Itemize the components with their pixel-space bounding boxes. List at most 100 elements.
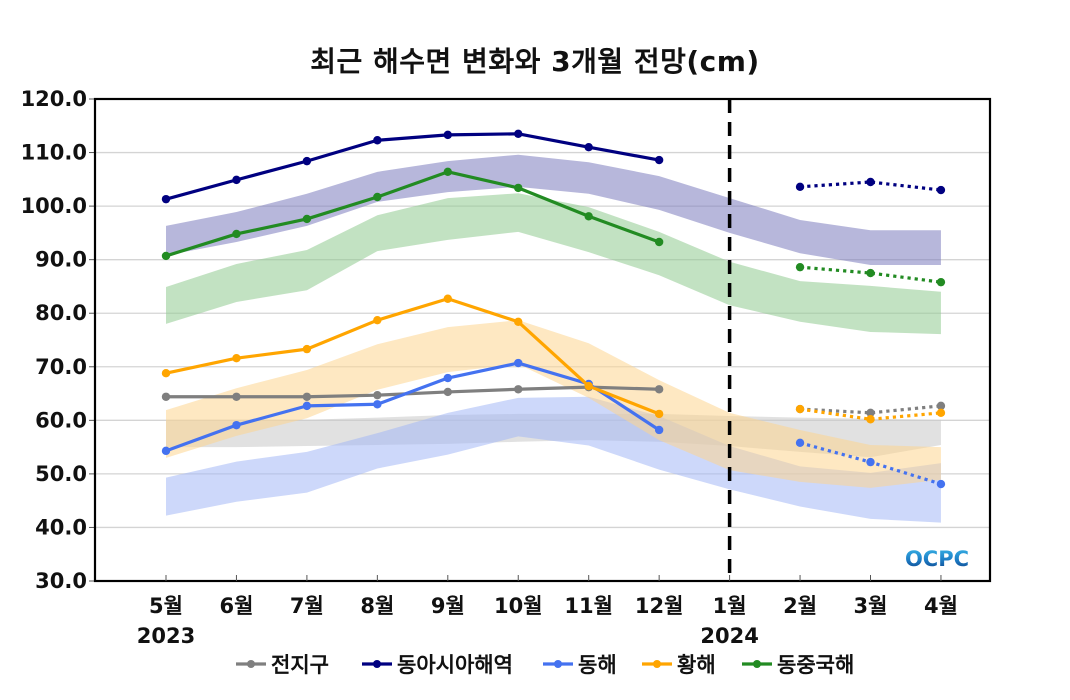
x-tick-label: 1월 bbox=[713, 594, 747, 618]
point-forecast-전지구 bbox=[866, 408, 875, 418]
band-동해 bbox=[166, 396, 941, 523]
point-observed-전지구 bbox=[514, 385, 523, 394]
point-observed-동해 bbox=[302, 401, 312, 411]
point-observed-전지구 bbox=[232, 392, 241, 401]
x-year-label: 2024 bbox=[700, 624, 758, 648]
point-observed-동해 bbox=[654, 425, 664, 435]
point-observed-전지구 bbox=[302, 392, 312, 401]
line-forecast-전지구 bbox=[799, 404, 942, 415]
legend-marker-icon bbox=[753, 660, 761, 668]
y-tick-label: 50.0 bbox=[35, 462, 87, 486]
point-forecast-전지구 bbox=[936, 401, 946, 411]
point-forecast-황해 bbox=[936, 408, 946, 418]
point-observed-동중국해 bbox=[232, 229, 241, 239]
y-tick-label: 90.0 bbox=[35, 248, 87, 272]
point-observed-전지구 bbox=[654, 385, 664, 394]
series-lines bbox=[161, 129, 946, 489]
band-동아시아해역 bbox=[166, 154, 941, 266]
x-tick-label: 8월 bbox=[360, 594, 394, 618]
point-observed-황해 bbox=[443, 294, 452, 303]
point-forecast-동아시아해역 bbox=[936, 185, 946, 195]
point-forecast-황해 bbox=[795, 404, 805, 414]
point-forecast-동중국해 bbox=[936, 277, 946, 287]
point-observed-동중국해 bbox=[654, 237, 664, 247]
band-황해 bbox=[166, 320, 941, 488]
point-forecast-동해 bbox=[936, 479, 946, 489]
ocpc-logo-text: OCPC bbox=[905, 547, 969, 571]
line-observed-동아시아해역 bbox=[165, 132, 660, 201]
legend-label: 동아시아해역 bbox=[397, 653, 513, 677]
point-forecast-황해 bbox=[866, 415, 875, 424]
line-forecast-황해 bbox=[799, 407, 942, 421]
point-observed-동아시아해역 bbox=[514, 129, 523, 139]
y-tick-label: 100.0 bbox=[21, 194, 87, 218]
point-observed-황해 bbox=[584, 381, 593, 391]
point-observed-동아시아해역 bbox=[161, 194, 171, 204]
axes: 30.0 40.0 50.0 60.0 70.0 80.0 90.0 100.0 110.0 12… bbox=[21, 87, 992, 648]
point-forecast-동중국해 bbox=[795, 262, 805, 272]
point-observed-동해 bbox=[373, 400, 382, 409]
point-observed-동아시아해역 bbox=[232, 175, 241, 185]
line-observed-동중국해 bbox=[165, 170, 660, 258]
point-observed-동아시아해역 bbox=[302, 156, 312, 166]
point-observed-황해 bbox=[514, 317, 523, 326]
x-tick-label: 10월 bbox=[494, 594, 543, 618]
point-observed-동중국해 bbox=[161, 251, 171, 261]
point-observed-동중국해 bbox=[302, 214, 312, 224]
x-tick-label: 7월 bbox=[290, 594, 324, 618]
point-observed-동해 bbox=[232, 420, 241, 430]
point-observed-동중국해 bbox=[584, 212, 593, 221]
x-tick-label: 5월 bbox=[149, 594, 183, 618]
legend-label: 황해 bbox=[677, 653, 716, 677]
point-observed-황해 bbox=[232, 354, 241, 363]
band-동중국해 bbox=[166, 193, 941, 335]
legend-item: 전지구 bbox=[236, 653, 329, 677]
point-forecast-동해 bbox=[866, 457, 875, 467]
y-tick-label: 120.0 bbox=[21, 87, 87, 111]
x-tick-label: 3월 bbox=[854, 594, 888, 618]
point-forecast-동해 bbox=[795, 438, 805, 448]
point-observed-전지구 bbox=[373, 390, 382, 400]
x-tick-label: 4월 bbox=[924, 594, 958, 618]
line-observed-전지구 bbox=[166, 385, 660, 399]
point-observed-동아시아해역 bbox=[584, 143, 593, 152]
line-forecast-동중국해 bbox=[799, 265, 942, 284]
point-observed-동해 bbox=[514, 358, 523, 368]
point-observed-황해 bbox=[302, 344, 312, 354]
point-observed-전지구 bbox=[443, 387, 452, 397]
x-tick-label: 11월 bbox=[564, 594, 613, 618]
x-tick-label: 6월 bbox=[219, 594, 253, 618]
legend-item: 황해 bbox=[642, 653, 716, 677]
plot-frame bbox=[93, 97, 992, 583]
point-observed-동아시아해역 bbox=[654, 155, 664, 165]
point-observed-황해 bbox=[161, 369, 171, 378]
point-forecast-동중국해 bbox=[866, 268, 875, 278]
line-observed-황해 bbox=[165, 297, 660, 416]
legend-marker-icon bbox=[653, 660, 661, 668]
legend-item: 동아시아해역 bbox=[362, 653, 513, 677]
legend-label: 전지구 bbox=[271, 653, 329, 677]
ocpc-logo: OCPC bbox=[905, 547, 969, 571]
legend-item: 동중국해 bbox=[742, 653, 854, 677]
legend-marker-icon bbox=[373, 660, 381, 668]
point-observed-동중국해 bbox=[373, 192, 382, 202]
point-observed-동해 bbox=[161, 446, 171, 456]
legend-label: 동해 bbox=[578, 653, 617, 677]
point-observed-동해 bbox=[443, 373, 452, 383]
chart-title: 최근 해수면 변화와 3개월 전망(cm) bbox=[310, 45, 760, 78]
point-forecast-동아시아해역 bbox=[866, 177, 875, 187]
legend-label: 동중국해 bbox=[777, 653, 854, 677]
line-observed-동해 bbox=[165, 361, 661, 453]
y-tick-label: 70.0 bbox=[35, 355, 87, 379]
point-observed-전지구 bbox=[161, 392, 171, 401]
x-year-label: 2023 bbox=[137, 624, 195, 648]
y-tick-label: 40.0 bbox=[35, 515, 87, 539]
point-observed-황해 bbox=[373, 315, 382, 325]
x-tick-label: 9월 bbox=[431, 594, 465, 618]
legend-item: 동해 bbox=[543, 653, 617, 677]
y-tick-label: 80.0 bbox=[35, 301, 87, 325]
legend-marker-icon bbox=[554, 660, 562, 668]
point-observed-동중국해 bbox=[514, 183, 523, 193]
y-tick-label: 110.0 bbox=[21, 141, 87, 165]
